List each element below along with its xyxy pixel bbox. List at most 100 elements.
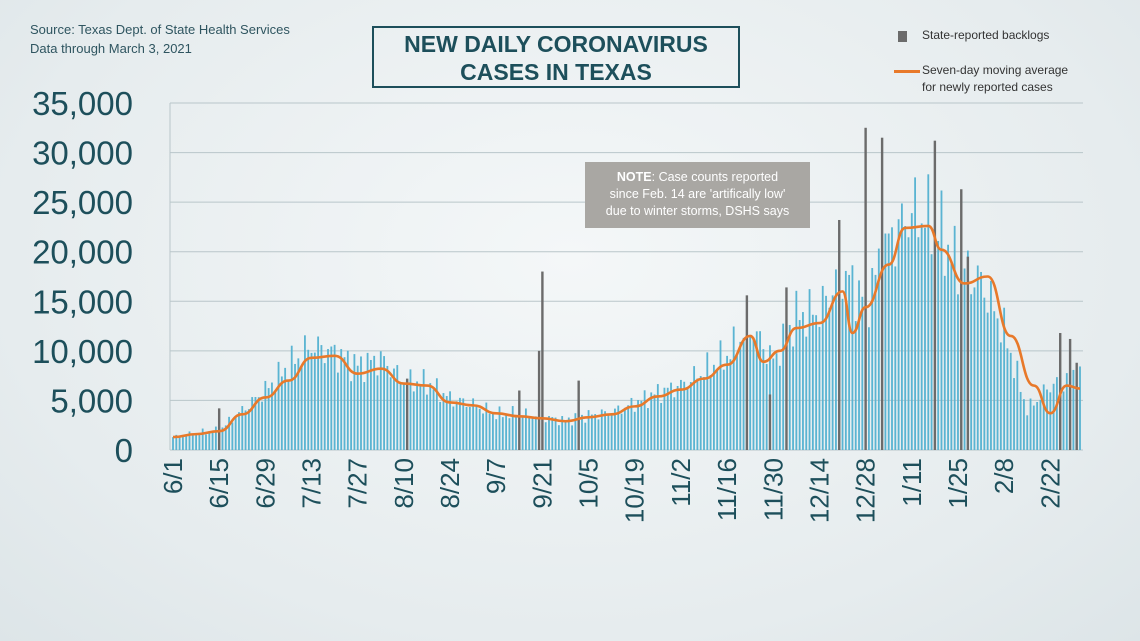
x-tick-label: 10/19 [620, 458, 650, 523]
daily-case-bar [818, 326, 821, 450]
daily-case-bar [828, 307, 831, 450]
daily-case-bar [1049, 392, 1052, 450]
daily-case-bar [1003, 307, 1006, 450]
daily-case-bar [366, 352, 369, 450]
daily-case-bar [343, 357, 346, 450]
backlog-bar [960, 189, 963, 451]
daily-case-bar [340, 349, 343, 450]
daily-case-bar [947, 244, 949, 450]
daily-case-bar [412, 391, 415, 450]
daily-case-bar [729, 359, 732, 450]
daily-case-bar [980, 271, 982, 450]
daily-case-bar [920, 223, 923, 450]
legend-backlog-swatch [898, 31, 907, 42]
daily-case-bar [831, 295, 834, 450]
daily-case-bar [1019, 391, 1022, 450]
daily-case-bar [792, 346, 794, 450]
daily-case-bar [402, 383, 405, 450]
daily-case-bar [900, 203, 903, 450]
daily-case-bar [604, 411, 606, 450]
daily-case-bar [287, 379, 290, 450]
x-tick-label: 9/21 [527, 458, 557, 509]
backlog-bar [577, 380, 580, 450]
daily-case-bar [877, 248, 880, 450]
x-tick-label: 8/10 [389, 458, 419, 509]
backlog-bar [537, 350, 541, 450]
daily-case-bar [996, 318, 999, 450]
daily-case-bar [376, 375, 379, 450]
x-tick-label: 8/24 [435, 458, 465, 509]
daily-case-bar [574, 413, 577, 450]
daily-case-bar [910, 213, 913, 450]
legend-average-label-1: Seven-day moving average [922, 63, 1069, 77]
daily-case-bar [986, 312, 989, 450]
daily-case-bar [459, 397, 461, 450]
daily-case-bar [399, 383, 402, 450]
daily-case-bar [198, 434, 201, 450]
daily-case-bar [241, 406, 244, 450]
daily-case-bar [261, 401, 263, 450]
daily-case-bar [208, 431, 211, 450]
daily-case-bar [251, 397, 254, 450]
daily-case-bar [656, 384, 659, 450]
daily-case-bar [759, 331, 761, 450]
daily-case-bar [689, 382, 692, 450]
daily-case-bar [185, 435, 188, 450]
backlog-bar [880, 137, 884, 450]
backlog-bar [864, 127, 867, 451]
daily-case-bar [795, 290, 798, 450]
daily-case-bar [868, 327, 870, 450]
daily-case-bar [449, 391, 451, 450]
daily-case-bar [1036, 402, 1039, 450]
daily-case-bar [350, 381, 353, 450]
daily-case-bar [914, 177, 917, 450]
daily-case-bar [1009, 352, 1012, 450]
daily-case-bar [815, 315, 818, 450]
legend-average-label-2: for newly reported cases [922, 80, 1053, 94]
daily-case-bar [557, 425, 560, 450]
daily-case-bar [594, 414, 597, 450]
daily-case-bar [515, 416, 517, 450]
daily-case-bar [271, 382, 273, 450]
daily-case-bar [990, 280, 992, 450]
daily-case-bar [495, 419, 498, 450]
daily-case-bar [1006, 348, 1009, 450]
daily-case-bar [501, 417, 504, 450]
backlog-bar [541, 271, 544, 450]
daily-case-bar [188, 431, 191, 450]
daily-case-bar [637, 400, 639, 450]
daily-case-bar [983, 297, 986, 450]
daily-case-bar [627, 405, 630, 450]
daily-case-bar [607, 414, 610, 450]
daily-case-bar [633, 411, 636, 450]
x-tick-label: 1/25 [943, 458, 973, 509]
daily-case-bar [297, 358, 300, 450]
x-tick-label: 6/29 [250, 458, 280, 509]
daily-case-bar [475, 405, 478, 450]
daily-case-bar [749, 336, 752, 450]
daily-case-bar [970, 294, 973, 450]
daily-case-bar [310, 352, 313, 450]
daily-case-bar [943, 275, 946, 450]
daily-case-bar [257, 397, 260, 450]
daily-case-bar [360, 356, 362, 450]
daily-case-bar [511, 406, 514, 450]
daily-case-bar [363, 382, 366, 450]
daily-case-bar [369, 359, 372, 450]
x-tick-label: 6/1 [158, 458, 188, 494]
daily-case-bar [825, 295, 827, 450]
daily-case-bar [1065, 373, 1068, 450]
daily-case-bar [521, 416, 524, 450]
chart-title-line-1: NEW DAILY CORONAVIRUS [404, 31, 708, 57]
backlog-bar [838, 219, 841, 450]
daily-case-bar [904, 226, 907, 450]
daily-case-bar [917, 237, 920, 450]
daily-case-bar [897, 219, 900, 450]
x-tick-label: 12/14 [804, 458, 834, 523]
daily-case-bar [214, 426, 217, 450]
daily-case-bar [492, 413, 494, 450]
daily-case-bar [805, 336, 808, 450]
daily-case-bar [719, 340, 722, 450]
daily-case-bar [673, 397, 676, 450]
daily-case-bar [317, 336, 320, 450]
